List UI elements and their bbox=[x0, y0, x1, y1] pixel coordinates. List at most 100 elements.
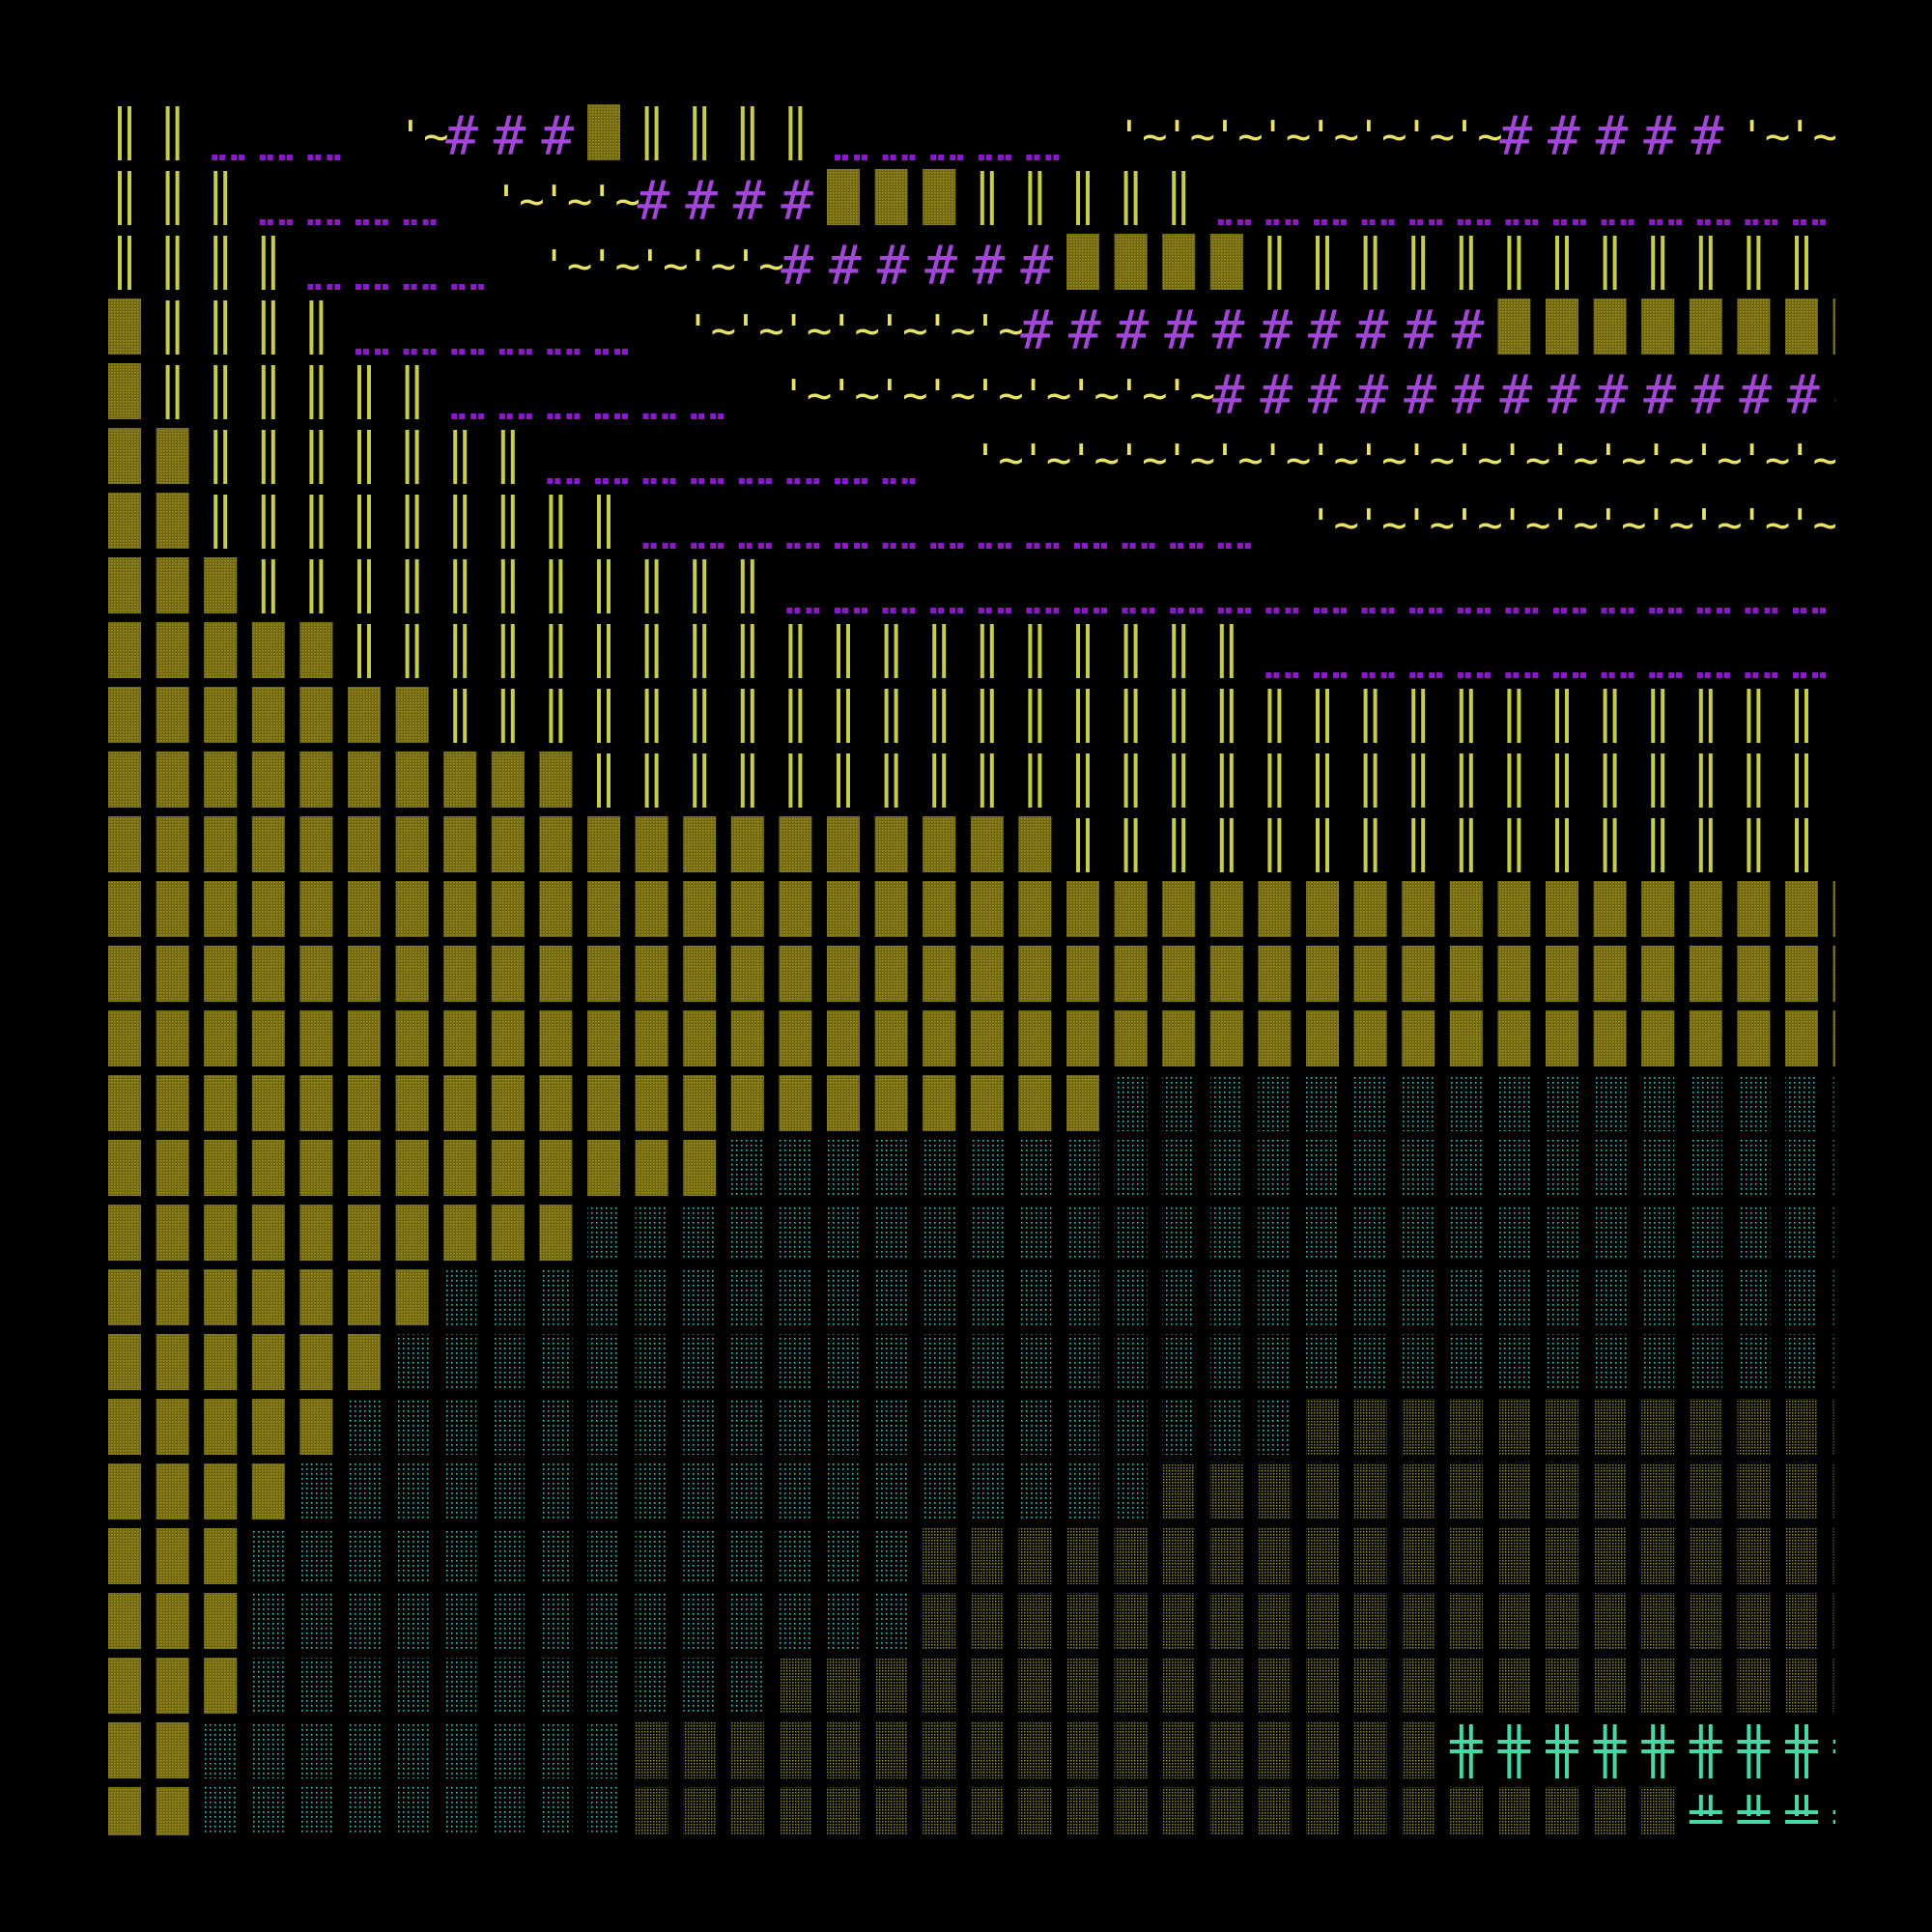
tilde-quote-glyph-cell: '~ bbox=[733, 306, 784, 355]
olive-dots-glyph-cell bbox=[1497, 1528, 1531, 1584]
double-bar-glyph-cell bbox=[837, 624, 850, 678]
hash-glyph-cell: # bbox=[1068, 299, 1101, 362]
purple-dots-glyph-cell bbox=[1361, 219, 1395, 225]
olive-dots-glyph-cell bbox=[1785, 1528, 1818, 1584]
tilde-quote-glyph-cell: '~ bbox=[1068, 436, 1120, 485]
olive-dither-block-cell bbox=[874, 1010, 908, 1066]
olive-dither-block-cell bbox=[443, 1205, 477, 1261]
olive-dither-block-cell bbox=[539, 1140, 573, 1196]
olive-dither-block-cell bbox=[730, 816, 764, 872]
olive-dither-block-cell bbox=[1785, 946, 1818, 1002]
olive-dots-glyph-cell bbox=[1593, 1463, 1627, 1520]
cyan-dots-glyph-cell bbox=[1209, 1334, 1243, 1390]
cyan-dots-glyph-cell bbox=[491, 1722, 525, 1778]
cyan-dots-glyph-cell bbox=[1162, 1269, 1196, 1325]
svg-text:'~: '~ bbox=[1596, 500, 1647, 550]
purple-dots-glyph-cell bbox=[1505, 672, 1539, 678]
svg-text:'~: '~ bbox=[1596, 436, 1647, 485]
purple-dots-glyph-cell bbox=[259, 219, 293, 225]
svg-text:'~: '~ bbox=[1452, 436, 1503, 485]
cyan-dots-glyph-cell bbox=[1162, 1399, 1196, 1455]
olive-dither-block-cell bbox=[1306, 1010, 1339, 1066]
svg-text:'~: '~ bbox=[1212, 112, 1264, 161]
svg-text:'~: '~ bbox=[589, 242, 640, 291]
cyan-dots-glyph-cell bbox=[299, 1658, 333, 1714]
olive-dither-block-cell bbox=[1737, 1010, 1771, 1066]
purple-dots-glyph-cell bbox=[1745, 608, 1778, 613]
double-bar-glyph-cell bbox=[309, 495, 324, 549]
olive-dither-block-cell bbox=[1162, 234, 1196, 290]
cyan-dots-glyph-cell bbox=[1546, 1140, 1578, 1196]
double-bar-glyph-cell bbox=[500, 624, 515, 678]
olive-dither-block-cell bbox=[395, 1075, 429, 1131]
olive-dots-glyph-cell bbox=[1449, 1593, 1483, 1649]
double-bar-glyph-cell bbox=[1028, 624, 1042, 678]
double-bar-glyph-cell bbox=[118, 236, 131, 290]
purple-dots-glyph-cell bbox=[738, 478, 772, 484]
olive-dither-block-cell bbox=[108, 1140, 141, 1196]
olive-dither-block-cell bbox=[635, 881, 668, 937]
svg-text:'~: '~ bbox=[1308, 500, 1359, 550]
double-bar-glyph-cell bbox=[1603, 818, 1617, 872]
olive-dither-block-cell bbox=[1209, 946, 1243, 1002]
olive-dots-glyph-cell bbox=[1449, 1787, 1483, 1835]
tilde-quote-glyph-cell: '~ bbox=[494, 177, 545, 226]
olive-dots-glyph-cell bbox=[1258, 1722, 1292, 1778]
olive-dither-block-cell bbox=[1018, 881, 1052, 937]
olive-dots-glyph-cell bbox=[970, 1787, 1004, 1835]
olive-dots-glyph-cell bbox=[1737, 1399, 1771, 1455]
olive-dots-glyph-cell bbox=[827, 1722, 860, 1778]
olive-dither-block-cell bbox=[395, 946, 429, 1002]
cyan-dots-glyph-cell bbox=[204, 1787, 238, 1835]
olive-dots-glyph-cell bbox=[1114, 1528, 1148, 1584]
olive-dither-block-cell bbox=[108, 1658, 141, 1714]
olive-dots-glyph-cell bbox=[1737, 1658, 1771, 1714]
olive-dither-block-cell bbox=[1114, 881, 1148, 937]
tilde-quote-glyph-cell: '~ bbox=[829, 306, 880, 355]
cyan-dots-glyph-cell bbox=[1593, 1075, 1627, 1131]
cyan-dots-glyph-cell bbox=[299, 1463, 333, 1520]
purple-dots-glyph-cell bbox=[595, 413, 628, 419]
purple-dots-glyph-cell bbox=[1601, 672, 1634, 678]
hash-glyph-cell: # bbox=[877, 235, 910, 298]
cyan-dots-glyph-cell bbox=[299, 1787, 333, 1835]
box-cross-glyph-cell bbox=[1833, 1740, 1835, 1753]
olive-dots-glyph-cell bbox=[1833, 1463, 1835, 1520]
olive-dots-glyph-cell bbox=[1162, 1722, 1196, 1778]
olive-dither-block-cell bbox=[1593, 881, 1627, 937]
olive-dither-block-cell bbox=[491, 1075, 525, 1131]
double-bar-glyph-cell bbox=[1555, 818, 1569, 872]
cyan-dots-glyph-cell bbox=[635, 1528, 668, 1584]
olive-dither-block-cell bbox=[827, 169, 860, 225]
purple-dots-glyph-cell bbox=[1026, 543, 1060, 549]
double-bar-glyph-cell bbox=[357, 559, 371, 613]
tilde-quote-glyph-cell: '~ bbox=[1404, 500, 1455, 550]
olive-dots-glyph-cell bbox=[874, 1722, 908, 1778]
double-bar-glyph-cell bbox=[213, 236, 228, 290]
svg-text:#: # bbox=[1356, 364, 1389, 427]
double-bar-glyph-cell bbox=[1219, 624, 1234, 678]
olive-dither-block-cell bbox=[779, 1075, 812, 1131]
double-bar-glyph-cell bbox=[837, 689, 850, 743]
olive-dots-glyph-cell bbox=[1689, 1658, 1722, 1714]
olive-dither-block-cell bbox=[108, 946, 141, 1002]
cyan-dots-glyph-cell bbox=[635, 1205, 668, 1261]
double-bar-glyph-cell bbox=[597, 495, 611, 549]
double-bar-glyph-cell bbox=[1363, 236, 1378, 290]
tilde-quote-glyph-cell: '~ bbox=[781, 371, 832, 420]
cyan-dots-glyph-cell bbox=[1162, 1205, 1196, 1261]
olive-dots-glyph-cell bbox=[1162, 1787, 1196, 1835]
purple-dots-glyph-cell bbox=[1074, 608, 1107, 613]
olive-dither-block-cell bbox=[923, 1075, 956, 1131]
olive-dither-block-cell bbox=[108, 1269, 141, 1325]
tilde-quote-glyph-cell: '~ bbox=[973, 306, 1024, 355]
hash-glyph-cell: # bbox=[733, 170, 766, 233]
double-bar-glyph-cell bbox=[1316, 689, 1329, 743]
olive-dots-glyph-cell bbox=[1546, 1593, 1578, 1649]
cyan-dots-glyph-cell bbox=[443, 1463, 477, 1520]
olive-dots-glyph-cell bbox=[1402, 1463, 1435, 1520]
svg-text:'~: '~ bbox=[829, 306, 880, 355]
svg-text:#: # bbox=[1596, 364, 1629, 427]
purple-dots-glyph-cell bbox=[1793, 672, 1826, 678]
cyan-dots-glyph-cell bbox=[395, 1593, 429, 1649]
